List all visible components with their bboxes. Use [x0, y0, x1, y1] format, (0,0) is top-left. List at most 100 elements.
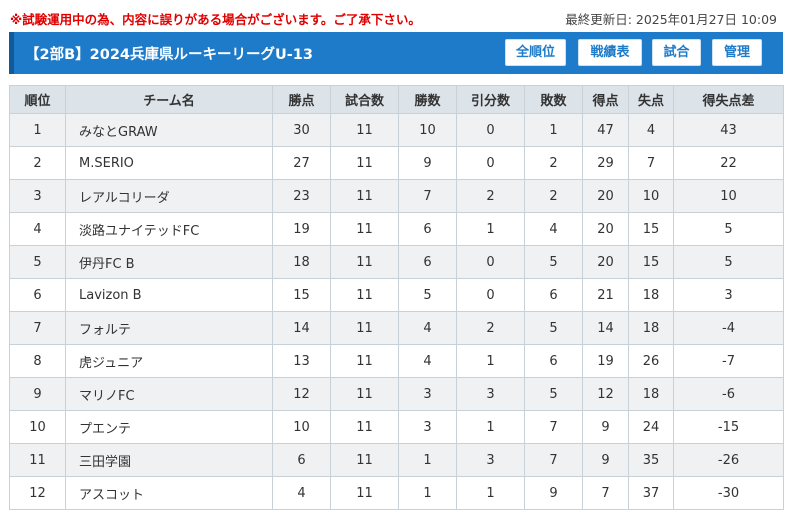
wins-cell: 10	[398, 113, 457, 147]
played-cell: 11	[330, 377, 399, 411]
wins-cell: 4	[398, 311, 457, 345]
losses-cell: 5	[524, 311, 583, 345]
goals-against-cell: 4	[628, 113, 674, 147]
rank-cell: 2	[9, 146, 66, 180]
col-header-team: チーム名	[65, 85, 273, 114]
losses-cell: 7	[524, 443, 583, 477]
trial-notice: ※試験運用中の為、内容に誤りがある場合がございます。ご了承下さい。	[10, 12, 421, 27]
team-name-cell: みなとGRAW	[65, 113, 273, 147]
wins-cell: 5	[398, 278, 457, 312]
goals-against-cell: 15	[628, 212, 674, 246]
losses-cell: 6	[524, 278, 583, 312]
goals-for-cell: 47	[582, 113, 629, 147]
goals-for-cell: 9	[582, 410, 629, 444]
draws-cell: 1	[456, 344, 525, 378]
header-accent	[9, 32, 14, 74]
team-name-cell: 三田学園	[65, 443, 273, 477]
draws-cell: 2	[456, 179, 525, 213]
played-cell: 11	[330, 476, 399, 510]
col-header-goals-for: 得点	[582, 85, 629, 114]
goal-difference-cell: 5	[673, 212, 784, 246]
goal-difference-cell: 10	[673, 179, 784, 213]
col-header-draws: 引分数	[456, 85, 525, 114]
team-name-cell: アスコット	[65, 476, 273, 510]
standings-row: 3 レアルコリーダ 23 11 7 2 2 20 10 10	[9, 179, 784, 213]
results-table-button[interactable]: 戦績表	[578, 39, 642, 66]
wins-cell: 1	[398, 476, 457, 510]
team-name-cell: レアルコリーダ	[65, 179, 273, 213]
team-name-cell: 淡路ユナイテッドFC	[65, 212, 273, 246]
wins-cell: 4	[398, 344, 457, 378]
draws-cell: 1	[456, 476, 525, 510]
wins-cell: 1	[398, 443, 457, 477]
goal-difference-cell: -4	[673, 311, 784, 345]
col-header-rank: 順位	[9, 85, 66, 114]
draws-cell: 0	[456, 245, 525, 279]
played-cell: 11	[330, 146, 399, 180]
wins-cell: 3	[398, 410, 457, 444]
goal-difference-cell: 43	[673, 113, 784, 147]
goals-against-cell: 18	[628, 377, 674, 411]
wins-cell: 6	[398, 245, 457, 279]
goals-for-cell: 20	[582, 179, 629, 213]
losses-cell: 2	[524, 179, 583, 213]
team-name-cell: M.SERIO	[65, 146, 273, 180]
rank-cell: 7	[9, 311, 66, 345]
points-cell: 6	[272, 443, 331, 477]
goals-for-cell: 12	[582, 377, 629, 411]
played-cell: 11	[330, 278, 399, 312]
standings-header-row: 順位 チーム名 勝点 試合数 勝数 引分数 敗数 得点 失点 得失点差	[9, 85, 784, 114]
standings-row: 2 M.SERIO 27 11 9 0 2 29 7 22	[9, 146, 784, 180]
wins-cell: 7	[398, 179, 457, 213]
played-cell: 11	[330, 245, 399, 279]
rank-cell: 6	[9, 278, 66, 312]
played-cell: 11	[330, 410, 399, 444]
losses-cell: 5	[524, 245, 583, 279]
draws-cell: 0	[456, 146, 525, 180]
goals-for-cell: 19	[582, 344, 629, 378]
points-cell: 10	[272, 410, 331, 444]
losses-cell: 4	[524, 212, 583, 246]
standings-table: 順位 チーム名 勝点 試合数 勝数 引分数 敗数 得点 失点 得失点差 1 みなと…	[9, 85, 784, 510]
goal-difference-cell: 22	[673, 146, 784, 180]
rank-cell: 1	[9, 113, 66, 147]
standings-row: 9 マリノFC 12 11 3 3 5 12 18 -6	[9, 377, 784, 411]
goals-against-cell: 7	[628, 146, 674, 180]
league-title: 【2部B】2024兵庫県ルーキーリーグU-13	[25, 47, 313, 63]
rank-cell: 3	[9, 179, 66, 213]
points-cell: 13	[272, 344, 331, 378]
points-cell: 27	[272, 146, 331, 180]
losses-cell: 1	[524, 113, 583, 147]
rank-cell: 11	[9, 443, 66, 477]
rank-cell: 4	[9, 212, 66, 246]
draws-cell: 3	[456, 443, 525, 477]
matches-button[interactable]: 試合	[652, 39, 701, 66]
league-header: 【2部B】2024兵庫県ルーキーリーグU-13 全順位 戦績表 試合 管理	[9, 32, 783, 74]
goals-against-cell: 24	[628, 410, 674, 444]
points-cell: 19	[272, 212, 331, 246]
standings-row: 6 Lavizon B 15 11 5 0 6 21 18 3	[9, 278, 784, 312]
standings-row: 4 淡路ユナイテッドFC 19 11 6 1 4 20 15 5	[9, 212, 784, 246]
played-cell: 11	[330, 179, 399, 213]
goals-against-cell: 37	[628, 476, 674, 510]
points-cell: 23	[272, 179, 331, 213]
col-header-played: 試合数	[330, 85, 399, 114]
goals-for-cell: 9	[582, 443, 629, 477]
all-standings-button[interactable]: 全順位	[505, 39, 566, 66]
standings-row: 8 虎ジュニア 13 11 4 1 6 19 26 -7	[9, 344, 784, 378]
col-header-points: 勝点	[272, 85, 331, 114]
standings-row: 12 アスコット 4 11 1 1 9 7 37 -30	[9, 476, 784, 510]
draws-cell: 1	[456, 410, 525, 444]
points-cell: 14	[272, 311, 331, 345]
draws-cell: 2	[456, 311, 525, 345]
team-name-cell: Lavizon B	[65, 278, 273, 312]
goals-for-cell: 20	[582, 245, 629, 279]
goals-for-cell: 14	[582, 311, 629, 345]
manage-button[interactable]: 管理	[712, 39, 762, 66]
losses-cell: 2	[524, 146, 583, 180]
goal-difference-cell: 5	[673, 245, 784, 279]
points-cell: 30	[272, 113, 331, 147]
team-name-cell: フォルテ	[65, 311, 273, 345]
goal-difference-cell: -6	[673, 377, 784, 411]
goals-against-cell: 10	[628, 179, 674, 213]
